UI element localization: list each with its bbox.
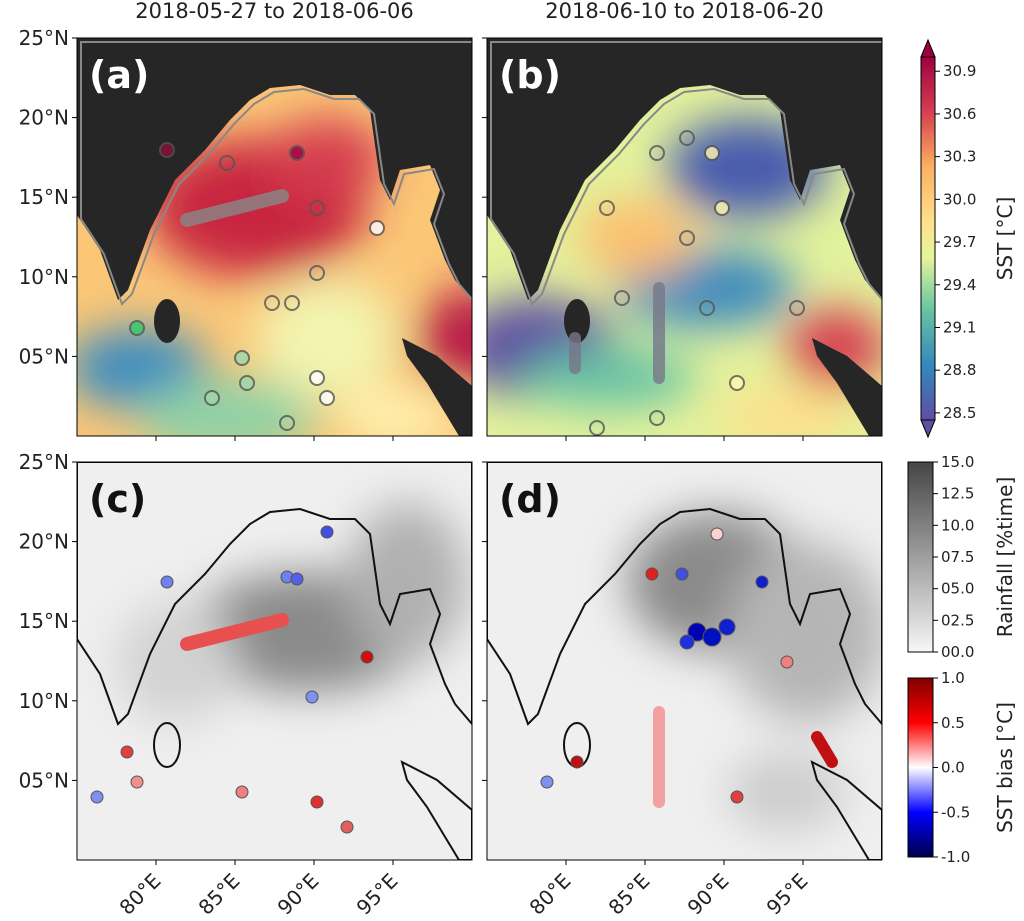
lon-tick-label: 80°E <box>115 869 166 917</box>
panel-b <box>486 37 883 437</box>
panel-a <box>76 37 473 437</box>
lat-tick-label: 05°N <box>19 344 69 368</box>
colorbar-extend <box>920 419 936 439</box>
lat-tick-label: 20°N <box>19 530 69 554</box>
lat-tick-label: 10°N <box>19 689 69 713</box>
colorbar-tick-label: -0.5 <box>941 803 970 821</box>
colorbar-label: Rainfall [%time] <box>993 477 1017 638</box>
sst-colorbar <box>920 56 936 421</box>
panel-title: 2018-05-27 to 2018-06-06 <box>135 0 414 23</box>
colorbar-tick-label: 30.0 <box>943 190 976 208</box>
lon-tick-label: 95°E <box>352 869 403 917</box>
colorbar-tick-label: 29.4 <box>943 276 976 294</box>
rainfall-colorbar <box>907 461 934 653</box>
colorbar-label: SST bias [°C] <box>993 702 1017 833</box>
colorbar-tick-label: 1.0 <box>941 669 965 687</box>
colorbar-tick-label: 30.3 <box>943 148 976 166</box>
colorbar-tick-label: 28.8 <box>943 361 976 379</box>
lon-tick-label: 85°E <box>604 869 655 917</box>
panel-label: (d) <box>499 477 561 521</box>
panel-title: 2018-06-10 to 2018-06-20 <box>545 0 824 23</box>
colorbar-tick-label: 12.5 <box>941 485 974 503</box>
colorbar-tick-label: 15.0 <box>941 453 974 471</box>
lat-tick-label: 25°N <box>19 450 69 474</box>
colorbar-extend <box>920 38 936 58</box>
colorbar-tick-label: 0.0 <box>941 759 965 777</box>
colorbar-tick-label: 28.5 <box>943 404 976 422</box>
colorbar-tick-label: 30.6 <box>943 105 976 123</box>
lat-tick-label: 20°N <box>19 106 69 130</box>
lon-tick-label: 90°E <box>683 869 734 917</box>
panel-c <box>76 461 473 861</box>
panel-label: (a) <box>89 53 149 97</box>
lat-tick-label: 10°N <box>19 265 69 289</box>
lat-tick-label: 15°N <box>19 609 69 633</box>
lat-tick-label: 05°N <box>19 768 69 792</box>
colorbar-tick-label: 05.0 <box>941 580 974 598</box>
colorbar-tick-label: 29.7 <box>943 233 976 251</box>
panel-d <box>486 461 883 861</box>
colorbar-tick-label: 10.0 <box>941 516 974 534</box>
colorbar-tick-label: 30.9 <box>943 62 976 80</box>
lon-tick-label: 80°E <box>525 869 576 917</box>
colorbar-label: SST [°C] <box>993 197 1017 281</box>
panel-label: (c) <box>89 477 146 521</box>
colorbar-tick-label: 0.5 <box>941 714 965 732</box>
lon-tick-label: 95°E <box>762 869 813 917</box>
lon-tick-label: 90°E <box>273 869 324 917</box>
colorbar-tick-label: 07.5 <box>941 548 974 566</box>
lat-tick-label: 15°N <box>19 185 69 209</box>
panel-label: (b) <box>499 53 561 97</box>
lat-tick-label: 25°N <box>19 26 69 50</box>
lon-tick-label: 85°E <box>194 869 245 917</box>
bias-colorbar <box>907 677 934 858</box>
colorbar-tick-label: 00.0 <box>941 643 974 661</box>
colorbar-tick-label: 02.5 <box>941 611 974 629</box>
colorbar-tick-label: -1.0 <box>941 848 970 866</box>
colorbar-tick-label: 29.1 <box>943 318 976 336</box>
